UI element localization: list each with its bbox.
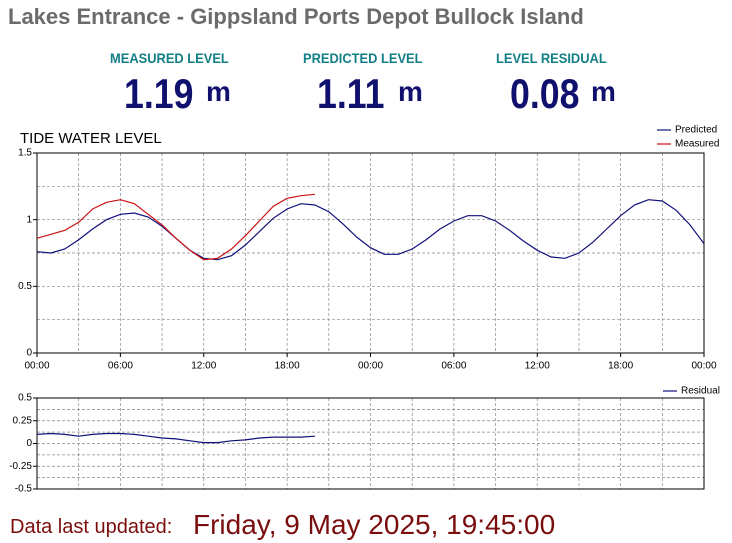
plot-frame xyxy=(36,397,705,490)
metric-unit: m xyxy=(398,76,423,107)
y-tick-label: 1.5 xyxy=(18,148,32,159)
y-tick-label: -0.25 xyxy=(9,461,32,472)
metric-value: 1.11 xyxy=(317,70,385,117)
x-tick-label: 12:00 xyxy=(191,361,216,372)
y-tick-label: 0.25 xyxy=(13,415,33,426)
x-tick-label: 00:00 xyxy=(24,361,49,372)
y-tick-label: 0.5 xyxy=(18,281,32,292)
y-tick-label: 0.5 xyxy=(18,393,32,404)
series-line xyxy=(36,193,315,261)
series-line xyxy=(36,432,315,444)
legend-label: Measured xyxy=(675,139,719,150)
update-label: Data last updated: xyxy=(10,516,173,538)
metric-label: MEASURED LEVEL xyxy=(110,50,229,66)
x-tick-label: 06:00 xyxy=(108,361,133,372)
x-tick-label: 06:00 xyxy=(441,361,466,372)
y-tick-label: 1 xyxy=(26,214,32,225)
chart-title: TIDE WATER LEVEL xyxy=(20,130,162,147)
update-value: Friday, 9 May 2025, 19:45:00 xyxy=(193,509,556,540)
x-tick-label: 18:00 xyxy=(275,361,300,372)
metric-unit: m xyxy=(206,76,231,107)
y-tick-label: 0 xyxy=(26,348,32,359)
x-tick-label: 00:00 xyxy=(691,361,716,372)
metric-value: 0.08 xyxy=(510,70,580,117)
series-line xyxy=(36,199,705,261)
y-tick-label: -0.5 xyxy=(15,484,33,495)
metric-value: 1.19 xyxy=(124,70,194,117)
x-tick-label: 18:00 xyxy=(608,361,633,372)
x-tick-label: 00:00 xyxy=(358,361,383,372)
metric-label: LEVEL RESIDUAL xyxy=(496,50,607,66)
page-title: Lakes Entrance - Gippsland Ports Depot B… xyxy=(8,4,584,29)
y-tick-label: 0 xyxy=(26,438,32,449)
x-tick-label: 12:00 xyxy=(525,361,550,372)
legend-label: Predicted xyxy=(675,125,717,136)
legend-label: Residual xyxy=(681,386,720,397)
metric-label: PREDICTED LEVEL xyxy=(303,50,423,66)
metric-unit: m xyxy=(591,76,616,107)
plot-frame xyxy=(36,152,705,354)
